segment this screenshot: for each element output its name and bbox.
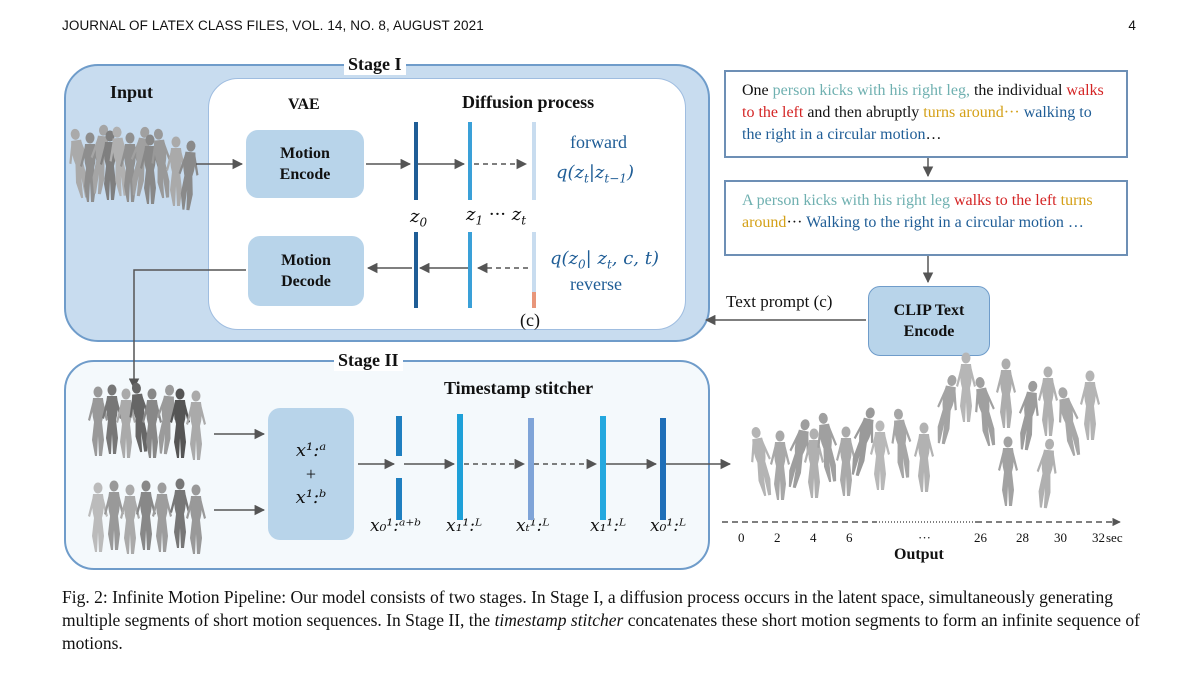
vae-label: VAE [288,96,320,113]
running-header: JOURNAL OF LATEX CLASS FILES, VOL. 14, N… [62,18,484,33]
prompt2-segment-4: Walking to the right in a circular motio… [806,214,1084,231]
prompt-box-1: One person kicks with his right leg, the… [724,70,1128,158]
prompt-box-2: A person kicks with his right leg walks … [724,180,1128,256]
diffusion-label: Diffusion process [462,92,595,112]
prompt1-segment-0: One [742,82,773,99]
output-tick-4: 4 [810,530,817,545]
box-top-math: x¹:ᵃ [295,440,327,461]
timeline-dots: ··· [918,530,931,545]
motion-decode-line2: Decode [281,273,331,290]
stage2-motion-bottom [88,478,206,554]
prompt1-segment-3: walks to the left [742,82,1104,121]
output-tick-28: 28 [1016,530,1029,545]
prompt1-segment-1: person kicks with his right leg, [772,82,970,99]
motion-encode-box: Motion Encode [246,130,364,198]
z0-label: z0 [410,206,428,230]
stitch-label-3: x₁¹:ᴸ [590,516,627,536]
caption-italic: timestamp stitcher [494,610,624,630]
output-tick-26: 26 [974,530,987,545]
stitch-label-2: xₜ¹:ᴸ [516,516,550,536]
prompt1-segment-6: ··· [1003,104,1020,121]
stage2-label: Stage II [334,350,403,371]
diagram-graphics [64,122,1121,554]
stitch-label-1: x₁¹:ᴸ [446,516,483,536]
prompt1-segment-5: turns around [923,104,1004,121]
condition-label: (c) [520,310,540,330]
caption-text-1: Fig. 2: Infinite Motion Pipeline: Our mo… [62,587,1113,630]
stitch-label-4: x₀¹:ᴸ [650,516,687,536]
output-tick-6: 6 [846,530,853,545]
caption-text-2: concatenates these short motion segments… [62,610,1140,653]
output-tick-2: 2 [774,530,781,545]
forward-label: forward [570,132,627,152]
motion-encode-line2: Encode [279,166,331,183]
clip-line1: CLIP Text [893,302,965,319]
clip-encode-box: CLIP Text Encode [868,286,990,356]
output-motion-figures [745,352,1100,509]
stage2-motion-top [88,381,206,460]
output-tick-30: 30 [1054,530,1067,545]
stage1-label: Stage I [344,54,406,75]
prompt1-segment-2: the individual [969,82,1067,99]
prompt2-segment-1: walks to the left [953,192,1057,209]
motion-encode-line1: Motion [280,145,330,162]
box-plus: + [305,464,317,484]
prompt1-segment-4: and then abruptly [803,104,924,121]
prompt1-segment-7: walking to the right in a circular motio… [742,104,1092,143]
reverse-equation: q(z0| zt, c, t) [550,248,660,272]
clip-line2: Encode [903,323,955,340]
prompt2-segment-0: A person kicks with his right leg [742,192,954,209]
forward-equation: q(zt|zt−1) [556,162,634,186]
input-motion-figures [64,123,202,211]
z1-label: z1 ··· zt [466,204,527,228]
output-label: Output [894,546,944,563]
stitch-label-0: x₀¹:ᵃ⁺ᵇ [370,516,422,536]
stitcher-label: Timestamp stitcher [444,378,594,398]
output-tick-32: 32 [1092,530,1105,545]
latent-concat-box: x¹:ᵃ + x¹:ᵇ [268,408,354,540]
output-tick-0: 0 [738,530,745,545]
reverse-label: reverse [570,274,622,294]
prompt2-segment-3: ··· [786,214,807,231]
text-prompt-label: Text prompt (c) [726,292,833,311]
figure-caption: Fig. 2: Infinite Motion Pipeline: Our mo… [62,586,1142,655]
prompt2-segment-2: turns around [742,192,1093,231]
motion-decode-box: Motion Decode [248,236,364,306]
prompt1-segment-8: … [925,126,942,143]
box-bottom-math: x¹:ᵇ [295,487,327,508]
motion-decode-line1: Motion [281,252,331,269]
input-label: Input [110,82,154,102]
page-number: 4 [1128,18,1136,33]
time-unit: sec [1106,530,1123,545]
